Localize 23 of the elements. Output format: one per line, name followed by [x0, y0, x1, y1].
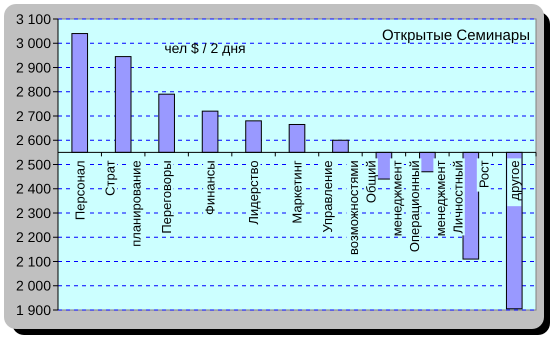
x-tick-label: Лидерство	[246, 160, 262, 225]
x-tick-label: Маркетинг	[290, 160, 305, 224]
y-tick-label: 2 800	[16, 84, 52, 100]
x-tick-label: другое	[506, 160, 522, 200]
x-tick-label: Персонал	[72, 160, 88, 220]
text: чел $ / 2 дня	[164, 40, 246, 56]
y-tick-label: 2 100	[16, 253, 52, 270]
x-tick-label: Управление возможностями	[320, 160, 362, 255]
x-tick-label: Финансы	[202, 160, 218, 215]
x-tick-label: Переговоры	[159, 160, 174, 234]
y-tick-label: 2 300	[16, 204, 52, 221]
x-tick-label: Страт планирование	[102, 160, 144, 247]
y-tick-label: 3 100	[16, 10, 52, 27]
text: Открытые Семинары	[382, 27, 530, 44]
y-tick-label: 3 000	[16, 35, 52, 52]
y-tick-label: 2 400	[16, 180, 52, 197]
y-tick-label: 2 900	[16, 59, 52, 76]
y-tick-label: 2 700	[16, 108, 52, 124]
y-tick-label: 2 600	[16, 132, 52, 148]
y-tick-label: 2 500	[16, 156, 52, 172]
y-tick-label: 2 200	[16, 229, 52, 246]
y-tick-label: 1 900	[16, 302, 52, 318]
y-tick-label: 2 000	[16, 278, 52, 294]
